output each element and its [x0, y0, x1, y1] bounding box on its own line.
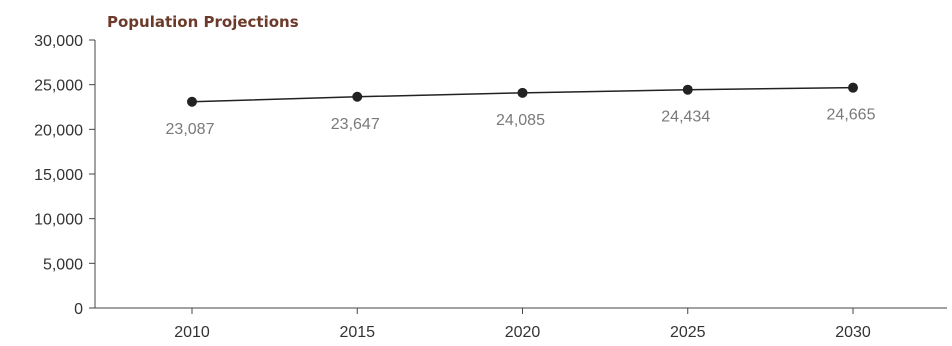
data-labels: 23,087 23,647 24,085 24,434 24,665: [166, 107, 876, 138]
y-axis-ticks: 0 5,000 10,000 15,000 20,000 25,000 30,000: [34, 33, 95, 318]
chart-title: Population Projections: [107, 13, 299, 31]
data-point-marker: [682, 84, 693, 95]
x-tick-label: 2020: [505, 324, 541, 341]
data-point-marker: [352, 91, 363, 102]
x-tick-label: 2015: [339, 324, 375, 341]
x-tick-label: 2010: [174, 324, 210, 341]
data-point-marker: [848, 82, 858, 93]
y-tick-label: 10,000: [34, 212, 83, 229]
chart-axes: [94, 40, 947, 309]
data-point-marker: [517, 87, 528, 98]
data-value-label: 24,085: [496, 112, 545, 129]
y-tick-label: 20,000: [34, 122, 83, 139]
data-point-marker: [187, 96, 197, 107]
x-axis-ticks: 2010 2015 2020 2025 2030: [174, 308, 871, 341]
x-tick-label: 2030: [835, 324, 871, 341]
data-value-label: 23,647: [331, 116, 380, 133]
data-value-label: 24,665: [827, 107, 876, 124]
y-tick-label: 5,000: [43, 256, 83, 273]
y-tick-label: 0: [74, 301, 83, 318]
y-tick-label: 15,000: [34, 167, 83, 184]
y-tick-label: 25,000: [34, 78, 83, 95]
x-tick-label: 2025: [670, 324, 706, 341]
data-value-label: 24,434: [661, 109, 710, 126]
y-tick-label: 30,000: [34, 33, 83, 50]
series-layer: [187, 82, 858, 107]
data-value-label: 23,087: [166, 121, 215, 138]
